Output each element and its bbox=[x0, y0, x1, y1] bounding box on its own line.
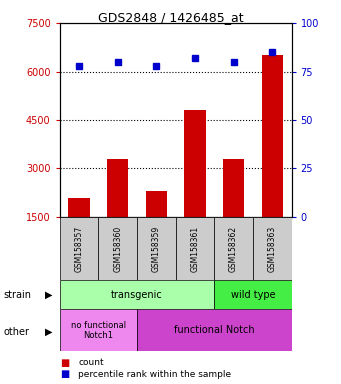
Text: functional Notch: functional Notch bbox=[174, 325, 255, 335]
Bar bbox=[60, 217, 98, 280]
Text: GDS2848 / 1426485_at: GDS2848 / 1426485_at bbox=[98, 12, 243, 25]
Text: count: count bbox=[78, 358, 104, 367]
Text: GSM158359: GSM158359 bbox=[152, 225, 161, 272]
Text: GSM158363: GSM158363 bbox=[268, 225, 277, 272]
Bar bbox=[184, 110, 206, 217]
Text: wild type: wild type bbox=[231, 290, 275, 300]
Bar bbox=[98, 217, 137, 280]
Bar bbox=[214, 217, 253, 280]
Bar bbox=[214, 280, 292, 309]
Bar bbox=[107, 159, 128, 217]
Text: transgenic: transgenic bbox=[111, 290, 163, 300]
Bar bbox=[253, 217, 292, 280]
Text: GSM158360: GSM158360 bbox=[113, 225, 122, 272]
Text: ▶: ▶ bbox=[45, 290, 53, 300]
Bar bbox=[68, 198, 90, 217]
Bar bbox=[60, 280, 214, 309]
Text: other: other bbox=[3, 327, 29, 337]
Text: GSM158362: GSM158362 bbox=[229, 225, 238, 272]
Bar bbox=[262, 55, 283, 217]
Text: strain: strain bbox=[3, 290, 31, 300]
Text: ■: ■ bbox=[60, 369, 69, 379]
Bar bbox=[137, 309, 292, 351]
Text: GSM158357: GSM158357 bbox=[74, 225, 84, 272]
Text: GSM158361: GSM158361 bbox=[190, 225, 199, 272]
Bar bbox=[146, 191, 167, 217]
Bar bbox=[60, 309, 137, 351]
Bar bbox=[223, 159, 244, 217]
Bar bbox=[176, 217, 214, 280]
Text: ■: ■ bbox=[60, 358, 69, 368]
Text: no functional
Notch1: no functional Notch1 bbox=[71, 321, 126, 340]
Text: percentile rank within the sample: percentile rank within the sample bbox=[78, 370, 232, 379]
Bar bbox=[137, 217, 176, 280]
Text: ▶: ▶ bbox=[45, 327, 53, 337]
